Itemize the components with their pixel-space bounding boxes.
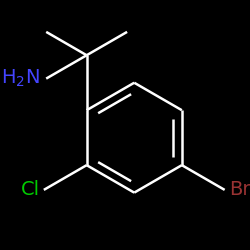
Text: H$_2$N: H$_2$N [1, 68, 40, 89]
Text: Cl: Cl [20, 180, 40, 200]
Text: Br: Br [229, 180, 250, 200]
